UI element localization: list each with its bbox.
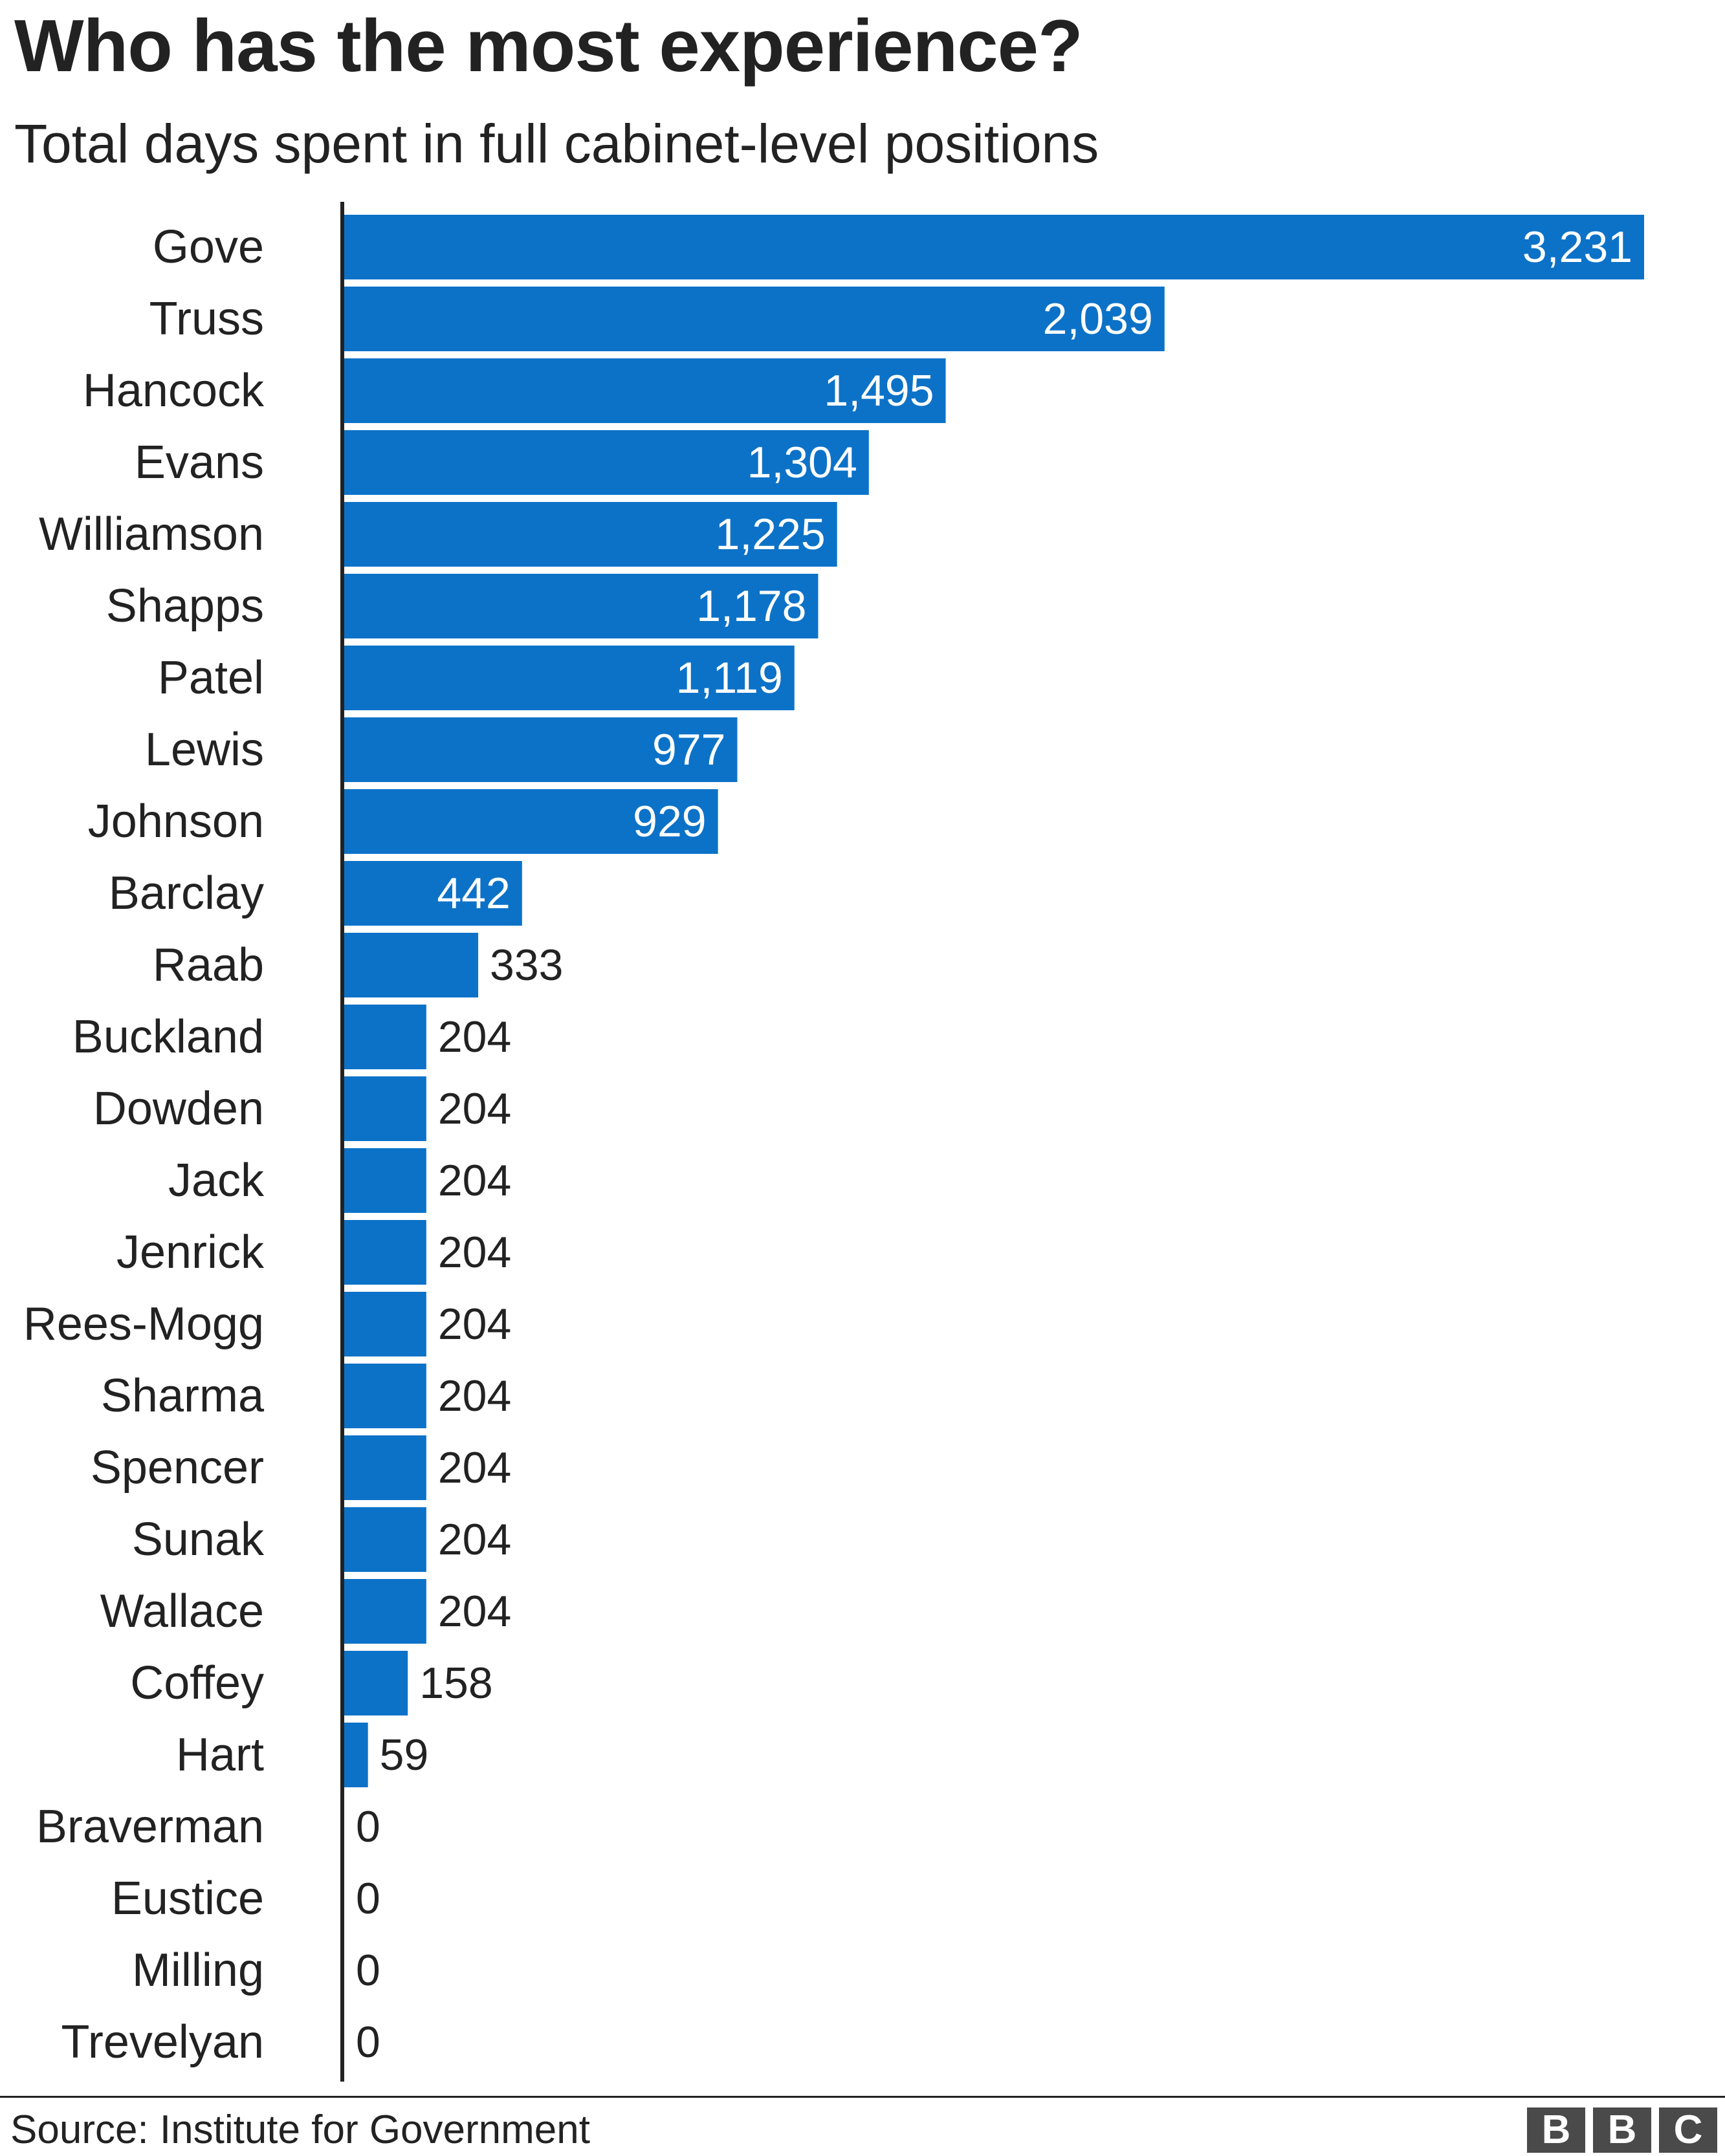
- value-label: 1,304: [747, 438, 857, 487]
- value-label: 204: [438, 1300, 511, 1349]
- category-label: Hart: [176, 1729, 264, 1781]
- category-label: Sunak: [132, 1514, 265, 1565]
- value-label: 929: [633, 797, 706, 846]
- bbc-logo: B B C: [1527, 2107, 1717, 2153]
- value-label: 1,178: [696, 582, 806, 631]
- category-label: Johnson: [88, 796, 264, 847]
- value-label: 1,225: [716, 510, 826, 559]
- bbc-logo-block: C: [1659, 2107, 1717, 2153]
- bar: [344, 1220, 426, 1285]
- bar: [344, 430, 869, 495]
- value-label: 3,231: [1522, 223, 1632, 272]
- bar: [344, 502, 837, 567]
- bar: [344, 717, 738, 782]
- category-label: Rees-Mogg: [23, 1298, 264, 1350]
- category-label: Patel: [158, 652, 264, 704]
- category-label: Williamson: [39, 508, 264, 560]
- bbc-logo-block: B: [1593, 2107, 1651, 2153]
- bar: [344, 1364, 426, 1428]
- value-label: 0: [356, 1802, 380, 1851]
- category-label: Truss: [149, 293, 264, 345]
- category-label: Braverman: [36, 1801, 264, 1853]
- bar: [344, 1579, 426, 1644]
- category-label: Evans: [135, 437, 264, 488]
- value-labels: 3,231 2,039 1,495 1,304 1,225 1,178 1,119 977 92…: [356, 223, 1632, 2067]
- bar: [344, 861, 522, 926]
- category-label: Spencer: [91, 1442, 264, 1494]
- value-label: 59: [380, 1730, 429, 1780]
- value-label: 442: [437, 869, 510, 918]
- value-label: 204: [438, 1443, 511, 1492]
- category-label: Eustice: [111, 1873, 264, 1924]
- bar: [344, 287, 1165, 351]
- value-label: 204: [438, 1156, 511, 1205]
- bar: [344, 1435, 426, 1500]
- category-label: Barclay: [109, 867, 264, 919]
- category-label: Lewis: [145, 724, 264, 776]
- category-label: Dowden: [93, 1083, 264, 1135]
- value-label: 204: [438, 1012, 511, 1062]
- bar: [344, 1076, 426, 1141]
- bar: [344, 1651, 408, 1715]
- value-label: 977: [652, 725, 725, 774]
- chart-title: Who has the most experience?: [14, 5, 1083, 87]
- category-label: Wallace: [100, 1585, 264, 1637]
- value-label: 204: [438, 1371, 511, 1421]
- chart-subtitle: Total days spent in full cabinet-level p…: [14, 113, 1099, 174]
- category-label: Jenrick: [116, 1226, 265, 1278]
- bar-chart: Gove Truss Hancock Evans Williamson Shapps Pat…: [23, 202, 1644, 2082]
- value-label: 204: [438, 1515, 511, 1564]
- bar: [344, 358, 946, 423]
- category-label: Coffey: [130, 1657, 264, 1709]
- bar: [344, 646, 795, 710]
- value-label: 158: [419, 1659, 492, 1708]
- category-label: Gove: [153, 221, 264, 273]
- category-label: Trevelyan: [61, 2016, 264, 2068]
- category-label: Hancock: [83, 365, 265, 417]
- bar: [344, 1723, 368, 1787]
- category-label: Raab: [153, 939, 264, 991]
- bbc-logo-block: B: [1527, 2107, 1585, 2153]
- value-label: 204: [438, 1084, 511, 1133]
- bar: [344, 574, 819, 638]
- bar: [344, 933, 479, 997]
- value-label: 0: [356, 2018, 380, 2067]
- value-label: 0: [356, 1874, 380, 1923]
- bar: [344, 1005, 426, 1069]
- value-label: 1,119: [676, 653, 783, 702]
- bars: [344, 215, 1644, 1787]
- value-label: 204: [438, 1228, 511, 1277]
- bar: [344, 1292, 426, 1356]
- category-label: Buckland: [72, 1011, 264, 1063]
- footer-divider: [0, 2096, 1725, 2098]
- value-label: 204: [438, 1587, 511, 1636]
- bar: [344, 215, 1644, 279]
- bar: [344, 1148, 426, 1213]
- category-label: Sharma: [101, 1370, 265, 1422]
- value-label: 1,495: [824, 366, 934, 415]
- category-label: Milling: [132, 1944, 264, 1996]
- category-labels: Gove Truss Hancock Evans Williamson Shapps Pat…: [23, 221, 265, 2068]
- bar: [344, 789, 718, 854]
- value-label: 2,039: [1043, 294, 1153, 343]
- value-label: 333: [490, 941, 563, 990]
- source-note: Source: Institute for Government: [10, 2107, 590, 2152]
- value-label: 0: [356, 1946, 380, 1995]
- category-label: Shapps: [106, 580, 264, 632]
- bar: [344, 1507, 426, 1572]
- category-label: Jack: [168, 1155, 265, 1206]
